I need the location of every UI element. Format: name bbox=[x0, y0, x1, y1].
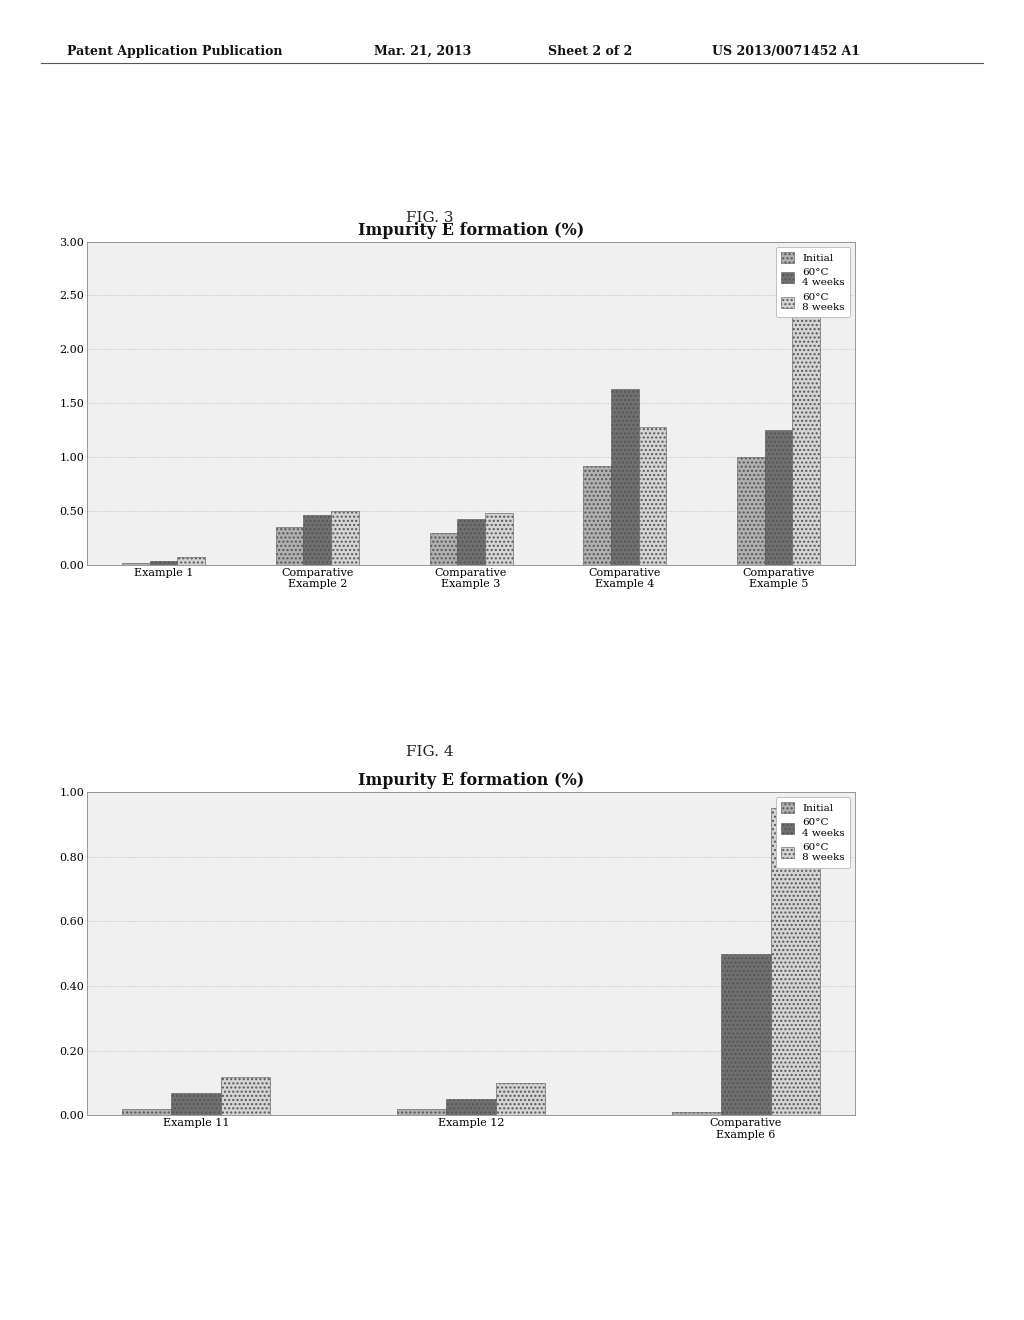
Bar bbox=[397, 1109, 446, 1115]
Legend: Initial, 60°C
4 weeks, 60°C
8 weeks: Initial, 60°C 4 weeks, 60°C 8 weeks bbox=[776, 247, 850, 317]
Bar bbox=[793, 301, 820, 565]
Text: FIG. 4: FIG. 4 bbox=[407, 746, 454, 759]
Bar bbox=[446, 1100, 496, 1115]
Bar bbox=[122, 562, 150, 565]
Bar bbox=[584, 466, 611, 565]
Text: Mar. 21, 2013: Mar. 21, 2013 bbox=[374, 45, 471, 58]
Bar bbox=[150, 561, 177, 565]
Bar bbox=[457, 519, 485, 565]
Text: US 2013/0071452 A1: US 2013/0071452 A1 bbox=[712, 45, 860, 58]
Bar bbox=[737, 457, 765, 565]
Bar bbox=[496, 1082, 545, 1115]
Bar bbox=[485, 513, 513, 565]
Bar bbox=[122, 1109, 171, 1115]
Text: Sheet 2 of 2: Sheet 2 of 2 bbox=[548, 45, 632, 58]
Bar bbox=[303, 515, 331, 565]
Bar bbox=[171, 1093, 221, 1115]
Bar bbox=[221, 1077, 270, 1115]
Legend: Initial, 60°C
4 weeks, 60°C
8 weeks: Initial, 60°C 4 weeks, 60°C 8 weeks bbox=[776, 797, 850, 867]
Bar bbox=[275, 527, 303, 565]
Text: Patent Application Publication: Patent Application Publication bbox=[67, 45, 282, 58]
Bar bbox=[721, 953, 771, 1115]
Title: Impurity E formation (%): Impurity E formation (%) bbox=[358, 222, 584, 239]
Bar bbox=[429, 532, 457, 565]
Bar bbox=[611, 389, 639, 565]
Bar bbox=[639, 426, 667, 565]
Bar bbox=[672, 1113, 721, 1115]
Text: FIG. 3: FIG. 3 bbox=[407, 211, 454, 224]
Bar bbox=[331, 511, 358, 565]
Bar bbox=[771, 808, 820, 1115]
Bar bbox=[177, 557, 205, 565]
Bar bbox=[765, 430, 793, 565]
Title: Impurity E formation (%): Impurity E formation (%) bbox=[358, 772, 584, 789]
